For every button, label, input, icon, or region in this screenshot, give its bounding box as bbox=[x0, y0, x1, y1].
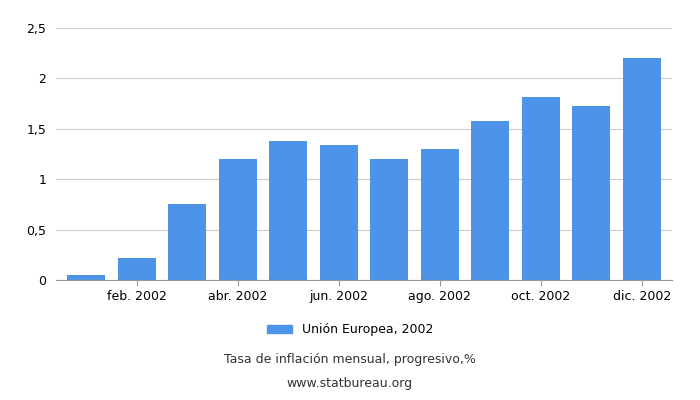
Bar bbox=[320, 145, 358, 280]
Bar bbox=[522, 96, 560, 280]
Bar bbox=[219, 159, 257, 280]
Bar bbox=[623, 58, 661, 280]
Bar bbox=[168, 204, 206, 280]
Legend: Unión Europea, 2002: Unión Europea, 2002 bbox=[262, 318, 438, 341]
Bar bbox=[573, 106, 610, 280]
Bar bbox=[118, 258, 155, 280]
Bar bbox=[421, 149, 458, 280]
Text: www.statbureau.org: www.statbureau.org bbox=[287, 378, 413, 390]
Bar bbox=[270, 141, 307, 280]
Bar bbox=[370, 159, 408, 280]
Bar bbox=[67, 275, 105, 280]
Bar bbox=[471, 121, 509, 280]
Text: Tasa de inflación mensual, progresivo,%: Tasa de inflación mensual, progresivo,% bbox=[224, 354, 476, 366]
